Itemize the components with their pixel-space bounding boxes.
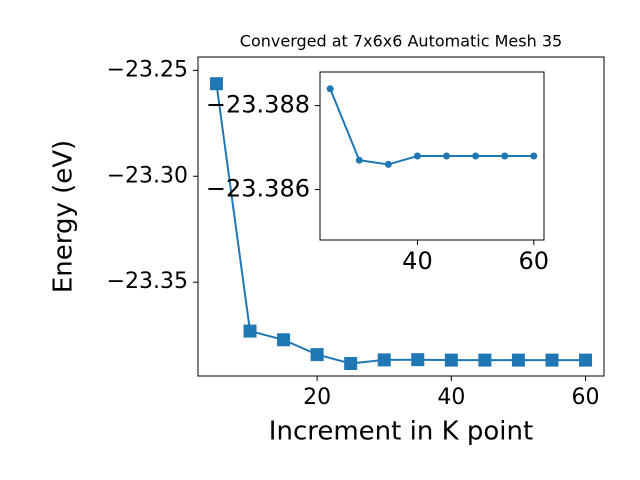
series-line — [329, 88, 534, 166]
marker — [384, 160, 392, 168]
marker — [478, 353, 492, 367]
marker — [444, 353, 458, 367]
y-tick-label: −23.35 — [107, 269, 188, 294]
x-tick-label: 20 — [303, 385, 331, 410]
marker — [344, 357, 358, 371]
marker — [443, 152, 451, 160]
y-tick-label: −23.25 — [107, 57, 188, 82]
y-tick-label: −23.388 — [206, 91, 310, 119]
axes-frame — [319, 71, 545, 241]
marker — [413, 152, 421, 160]
marker — [377, 353, 391, 367]
y-tick-label: −23.386 — [206, 175, 310, 203]
marker — [243, 324, 257, 338]
axes-frame — [197, 56, 605, 377]
marker — [579, 353, 593, 367]
x-tick-label: 60 — [519, 247, 550, 275]
marker — [511, 353, 525, 367]
x-axis-label: Increment in K point — [269, 417, 533, 447]
marker — [310, 348, 324, 362]
marker — [355, 156, 363, 164]
marker — [209, 77, 223, 91]
marker — [411, 353, 425, 367]
y-tick-label: −23.30 — [107, 163, 188, 188]
x-tick-label: 40 — [402, 247, 433, 275]
marker — [277, 333, 291, 347]
y-axis-label: Energy (eV) — [49, 140, 79, 293]
x-tick-label: 60 — [572, 385, 600, 410]
x-tick-label: 40 — [437, 385, 465, 410]
chart-title: Converged at 7x6x6 Automatic Mesh 35 — [240, 32, 562, 51]
marker — [326, 85, 334, 93]
marker — [472, 152, 480, 160]
marker — [501, 152, 509, 160]
marker — [545, 353, 559, 367]
marker — [530, 152, 538, 160]
